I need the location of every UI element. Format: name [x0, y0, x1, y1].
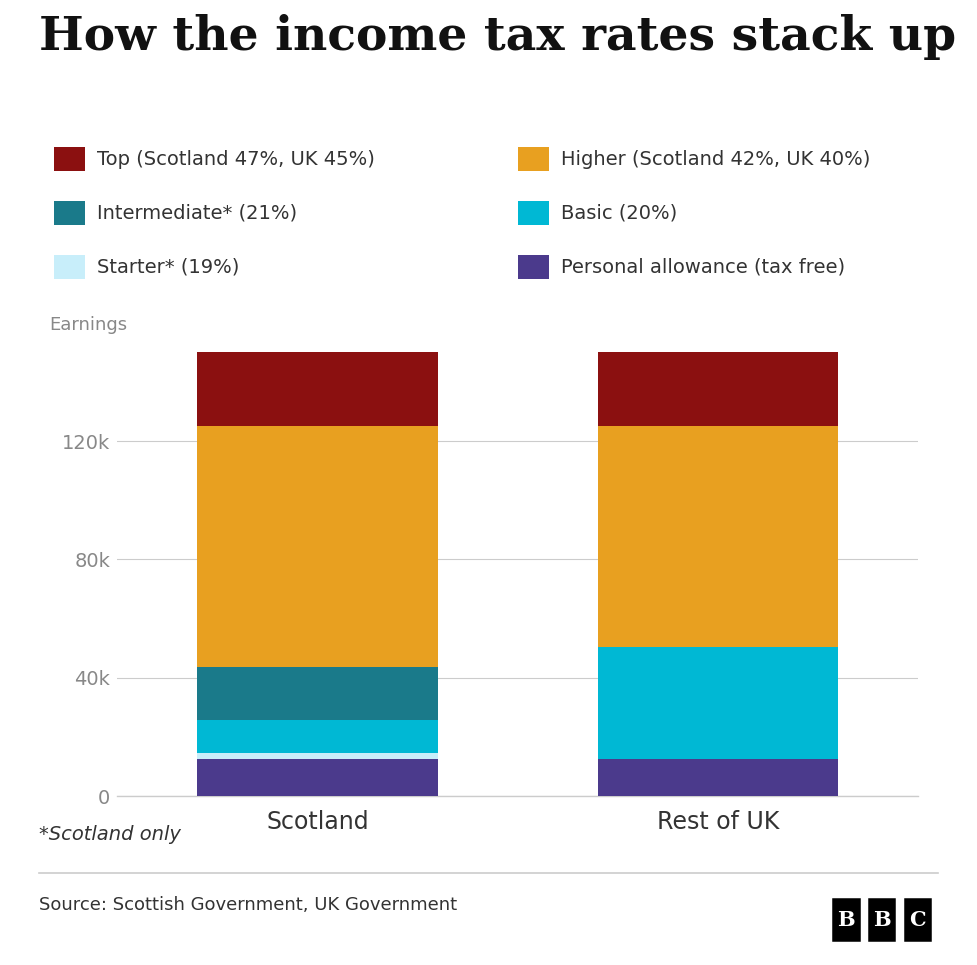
Bar — [598, 426, 838, 648]
Text: *Scotland only: *Scotland only — [39, 825, 181, 844]
FancyBboxPatch shape — [902, 896, 933, 943]
Text: Basic (20%): Basic (20%) — [561, 204, 677, 223]
FancyBboxPatch shape — [830, 896, 862, 943]
Bar — [197, 352, 438, 426]
Text: Earnings: Earnings — [49, 317, 127, 335]
Bar — [598, 758, 838, 796]
Text: Higher (Scotland 42%, UK 40%): Higher (Scotland 42%, UK 40%) — [561, 150, 871, 169]
Text: Starter* (19%): Starter* (19%) — [97, 258, 239, 277]
Text: How the income tax rates stack up: How the income tax rates stack up — [39, 14, 956, 61]
Bar — [598, 648, 838, 758]
Bar — [197, 758, 438, 796]
Text: B: B — [837, 910, 855, 929]
Bar — [197, 667, 438, 720]
Bar — [197, 426, 438, 667]
Bar — [197, 720, 438, 753]
FancyBboxPatch shape — [866, 896, 898, 943]
Text: Top (Scotland 47%, UK 45%): Top (Scotland 47%, UK 45%) — [97, 150, 374, 169]
Bar — [197, 753, 438, 758]
Text: C: C — [910, 910, 926, 929]
Text: Intermediate* (21%): Intermediate* (21%) — [97, 204, 297, 223]
Text: B: B — [872, 910, 891, 929]
Bar — [598, 352, 838, 426]
Text: Personal allowance (tax free): Personal allowance (tax free) — [561, 258, 845, 277]
Text: Source: Scottish Government, UK Government: Source: Scottish Government, UK Governme… — [39, 896, 457, 914]
